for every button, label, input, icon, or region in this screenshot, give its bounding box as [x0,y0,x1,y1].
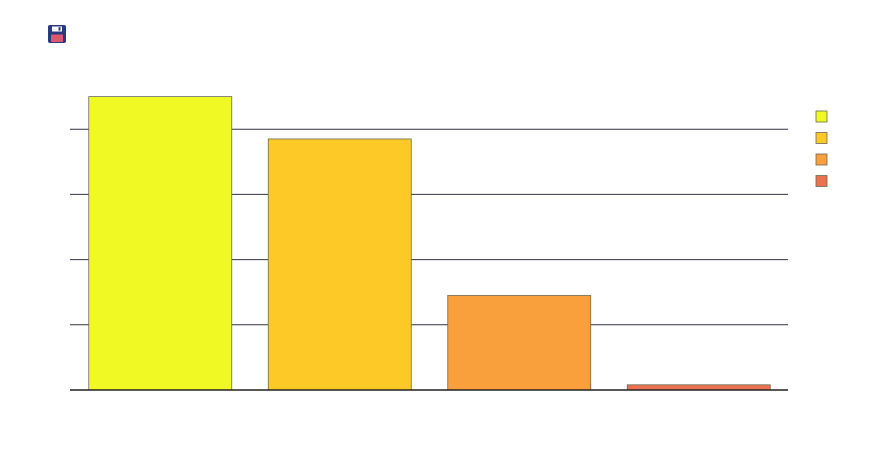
bar-4 [626,384,771,391]
legend-swatch-1 [815,110,828,123]
legend-swatch-3 [815,153,828,166]
bars [88,96,771,391]
legend-swatch-2 [815,132,828,144]
legend-swatch-4 [815,175,828,187]
bar-2 [267,138,412,391]
bar-1 [88,96,233,391]
floppy-disk-icon [48,25,66,43]
save-button[interactable] [46,23,68,45]
legend [815,110,828,187]
bar-3 [447,295,592,391]
